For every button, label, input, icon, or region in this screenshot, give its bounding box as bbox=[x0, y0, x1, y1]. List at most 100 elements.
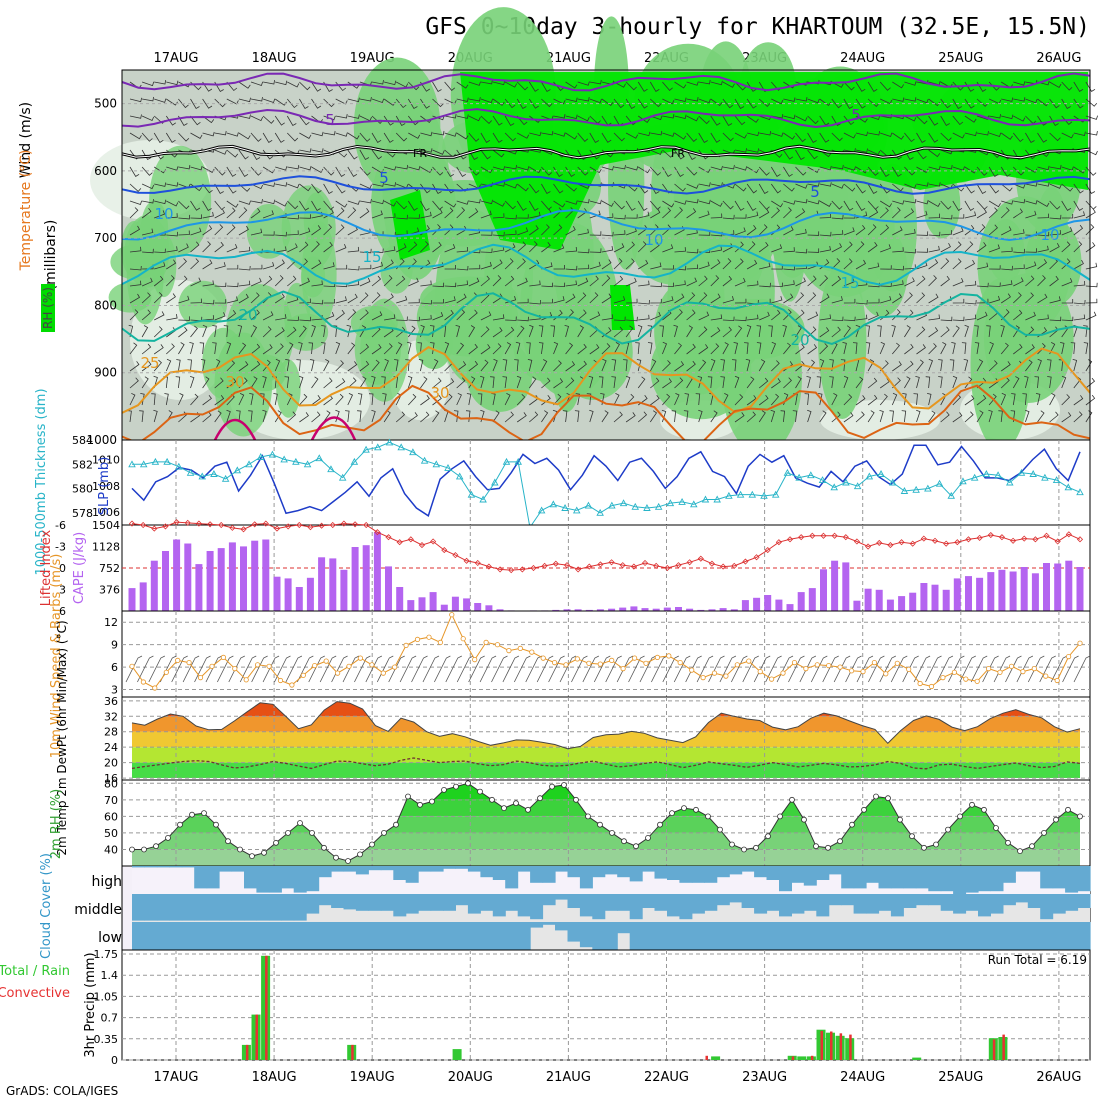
wind-barb bbox=[879, 393, 888, 406]
wind-barb bbox=[722, 115, 733, 127]
wind-barb bbox=[601, 246, 614, 253]
wind-barb bbox=[1000, 166, 1011, 177]
wind-barb bbox=[166, 259, 177, 270]
wind-barb-10m bbox=[719, 655, 737, 683]
wind-barb bbox=[843, 325, 851, 338]
cape-bar bbox=[139, 582, 147, 611]
bottom-date-tick-label: 26AUG bbox=[1036, 1070, 1081, 1085]
rh-green-patch bbox=[202, 327, 246, 400]
wind-barb bbox=[625, 393, 635, 406]
wind-barb bbox=[432, 224, 441, 236]
wind-barb bbox=[952, 375, 958, 389]
wind-barb-10m bbox=[228, 655, 245, 683]
wind-barb bbox=[674, 309, 683, 321]
wind-barb bbox=[141, 166, 153, 176]
wind-barb bbox=[299, 115, 310, 126]
wind-barb bbox=[408, 165, 421, 171]
wind-barb bbox=[516, 200, 527, 211]
wind-barb bbox=[553, 98, 566, 105]
wind-barb bbox=[299, 200, 310, 211]
wind-speed-point bbox=[906, 666, 912, 672]
wind-barb bbox=[638, 280, 650, 287]
wind-barb bbox=[855, 314, 868, 321]
wind-barb bbox=[734, 227, 746, 236]
wind-barb bbox=[867, 149, 881, 156]
rh-point bbox=[717, 826, 723, 833]
cape-bar bbox=[385, 566, 392, 611]
wind-tick-label: 3 bbox=[111, 684, 118, 697]
wind-barb bbox=[347, 207, 357, 219]
wind-barb bbox=[444, 309, 454, 321]
wind-barb bbox=[538, 325, 544, 338]
wind-barb bbox=[988, 409, 993, 423]
lifted-index-point bbox=[184, 519, 191, 526]
wind-barb bbox=[166, 275, 175, 287]
lifted-index-point bbox=[619, 562, 626, 569]
rh-point bbox=[753, 844, 759, 851]
cloud-cover-cell bbox=[467, 894, 481, 914]
contour-label: 5 bbox=[810, 183, 820, 201]
cape-bar bbox=[463, 598, 471, 611]
cape-bar bbox=[1065, 560, 1073, 611]
rh-point bbox=[813, 843, 819, 850]
wind-barb bbox=[129, 225, 141, 236]
wind-barb bbox=[674, 393, 680, 406]
wind-barb bbox=[505, 316, 517, 321]
cloud-cover-cell bbox=[816, 866, 830, 880]
wind-barb bbox=[129, 97, 143, 103]
wind-barb bbox=[746, 200, 757, 211]
thickness-point bbox=[338, 473, 347, 481]
wind-barb bbox=[541, 282, 554, 288]
rh-point bbox=[801, 816, 807, 823]
wind-barb bbox=[1073, 211, 1085, 219]
cloud-cover-cell bbox=[915, 894, 929, 906]
wind-barb bbox=[807, 231, 820, 236]
wind-barb bbox=[223, 325, 229, 338]
wind-barb bbox=[626, 214, 638, 219]
cape-bar bbox=[797, 592, 805, 611]
wind-barb bbox=[855, 98, 866, 109]
wind-barb-10m bbox=[639, 655, 657, 683]
wind-barb-10m bbox=[513, 655, 531, 683]
lifted-index-point bbox=[240, 526, 247, 533]
wind-barb bbox=[480, 311, 492, 321]
wind-barb bbox=[139, 410, 144, 423]
wind-barb bbox=[250, 360, 261, 372]
wind-barb bbox=[553, 393, 562, 406]
cape-bar bbox=[407, 600, 415, 611]
cloud-cover-cell bbox=[1002, 866, 1016, 883]
temp-contour-25 bbox=[121, 346, 1091, 414]
wind-barb bbox=[770, 341, 777, 355]
wind-barb bbox=[674, 207, 683, 219]
wind-barb bbox=[480, 115, 492, 124]
wind-barb bbox=[565, 246, 578, 253]
wind-speed-point bbox=[803, 665, 809, 672]
wind-barb bbox=[650, 149, 663, 156]
wind-barb bbox=[722, 200, 734, 210]
wind-barb bbox=[202, 394, 212, 406]
wind-barb bbox=[504, 98, 516, 109]
wind-barb bbox=[299, 81, 311, 91]
wind-barb bbox=[771, 265, 783, 270]
lifted-tick-label: 3 bbox=[59, 584, 66, 597]
wind-barb bbox=[432, 166, 444, 176]
precip-convective-bar bbox=[265, 955, 268, 1060]
wind-barb bbox=[444, 132, 457, 137]
wind-barb bbox=[662, 282, 674, 288]
lifted-index-point bbox=[329, 521, 336, 529]
wind-barb bbox=[129, 377, 139, 389]
wind-barb-10m bbox=[274, 655, 291, 683]
wind-barb bbox=[1037, 231, 1050, 237]
wind-barb bbox=[371, 132, 382, 143]
lifted-index-point bbox=[418, 542, 426, 549]
wind-barb bbox=[613, 214, 626, 220]
wind-barb bbox=[1013, 229, 1025, 236]
wind-barb bbox=[371, 210, 383, 219]
thickness-point bbox=[935, 479, 944, 487]
thickness-point bbox=[432, 460, 441, 468]
cape-bar bbox=[753, 597, 761, 611]
wind-barb bbox=[1000, 183, 1013, 192]
wind-barb bbox=[456, 265, 469, 271]
wind-barb bbox=[420, 241, 429, 253]
cloud-cover-cell bbox=[355, 894, 369, 911]
